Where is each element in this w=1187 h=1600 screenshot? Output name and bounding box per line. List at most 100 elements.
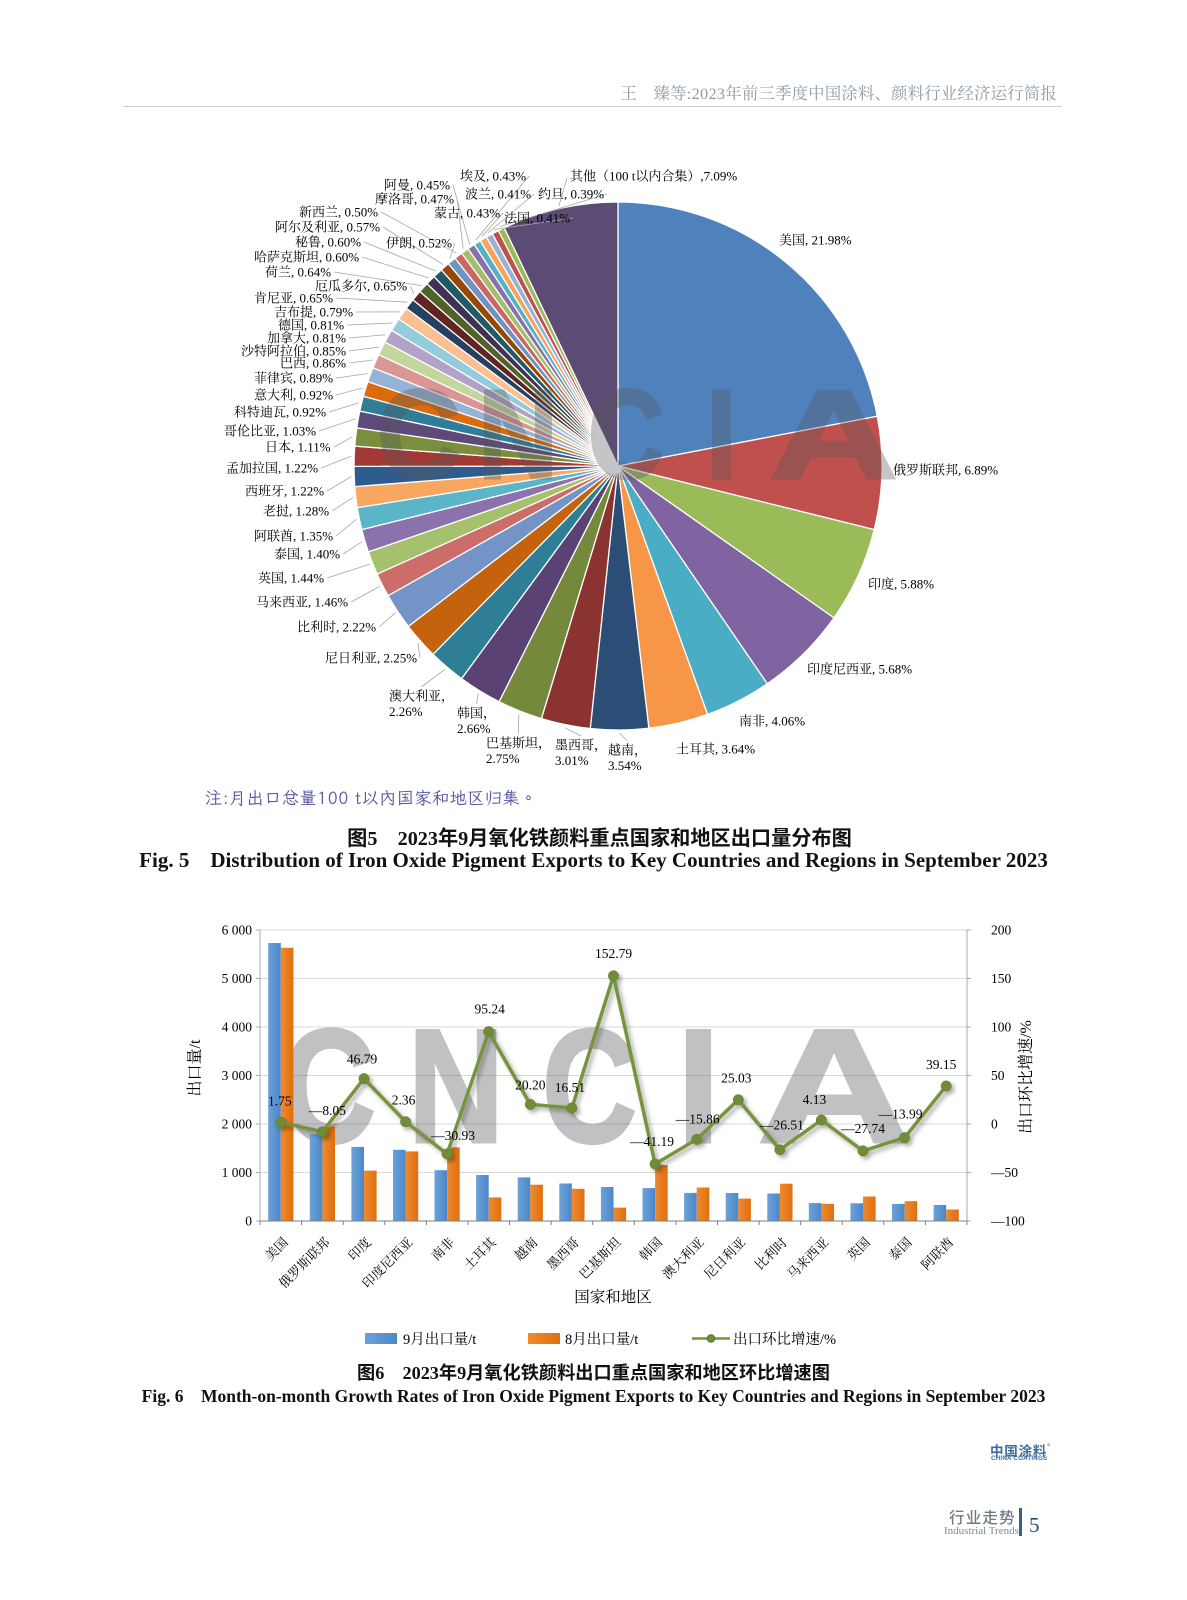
svg-text:德国, 0.81%: 德国, 0.81% <box>278 318 344 333</box>
svg-text:波兰, 0.41%: 波兰, 0.41% <box>465 187 531 202</box>
svg-text:伊朗, 0.52%: 伊朗, 0.52% <box>386 236 452 251</box>
svg-text:1 000: 1 000 <box>222 1165 253 1180</box>
svg-text:孟加拉国, 1.22%: 孟加拉国, 1.22% <box>226 461 318 476</box>
svg-text:厄瓜多尔, 0.65%: 厄瓜多尔, 0.65% <box>315 279 407 294</box>
svg-text:俄罗斯联邦, 6.89%: 俄罗斯联邦, 6.89% <box>893 463 998 478</box>
svg-text:泰国: 泰国 <box>886 1235 915 1264</box>
svg-text:沙特阿拉伯, 0.85%: 沙特阿拉伯, 0.85% <box>241 344 346 359</box>
svg-text:哥伦比亚, 1.03%: 哥伦比亚, 1.03% <box>224 424 316 439</box>
svg-text:摩洛哥, 0.47%: 摩洛哥, 0.47% <box>375 192 454 207</box>
svg-text:土耳其: 土耳其 <box>461 1234 500 1273</box>
svg-text:8月出口量/t: 8月出口量/t <box>565 1331 638 1348</box>
svg-text:I: I <box>677 996 720 1177</box>
svg-text:3 000: 3 000 <box>222 1068 253 1083</box>
svg-text:2.26%: 2.26% <box>389 704 423 719</box>
svg-text:南非: 南非 <box>428 1235 457 1264</box>
svg-text:墨西哥: 墨西哥 <box>544 1235 582 1273</box>
svg-text:科特迪瓦, 0.92%: 科特迪瓦, 0.92% <box>234 405 326 420</box>
svg-text:约旦, 0.39%: 约旦, 0.39% <box>538 187 604 202</box>
svg-text:46.79: 46.79 <box>347 1052 378 1067</box>
svg-text:阿曼, 0.45%: 阿曼, 0.45% <box>384 178 450 193</box>
svg-text:国家和地区: 国家和地区 <box>574 1287 652 1306</box>
svg-text:埃及, 0.43%: 埃及, 0.43% <box>460 169 526 184</box>
svg-text:N: N <box>478 364 558 505</box>
svg-text:印度, 5.88%: 印度, 5.88% <box>868 577 934 592</box>
svg-text:—30.93: —30.93 <box>430 1128 475 1143</box>
svg-text:蒙古, 0.43%: 蒙古, 0.43% <box>434 206 500 221</box>
svg-text:澳大利亚: 澳大利亚 <box>659 1235 706 1282</box>
svg-text:美国, 21.98%: 美国, 21.98% <box>779 233 852 248</box>
svg-text:I: I <box>706 364 737 505</box>
svg-text:巴基斯坦: 巴基斯坦 <box>576 1235 623 1282</box>
svg-text:马来西亚: 马来西亚 <box>784 1235 831 1282</box>
svg-text:比利时: 比利时 <box>752 1235 790 1273</box>
svg-text:2.75%: 2.75% <box>486 751 520 766</box>
svg-text:—27.74: —27.74 <box>840 1121 885 1136</box>
svg-text:南非, 4.06%: 南非, 4.06% <box>739 714 805 729</box>
svg-text:—13.99: —13.99 <box>878 1107 923 1122</box>
svg-text:澳大利亚，: 澳大利亚， <box>389 689 454 705</box>
svg-text:阿联酋: 阿联酋 <box>918 1235 956 1273</box>
svg-text:2.36: 2.36 <box>392 1093 416 1108</box>
svg-text:20.20: 20.20 <box>515 1077 546 1092</box>
svg-text:加拿大, 0.81%: 加拿大, 0.81% <box>267 331 346 346</box>
svg-text:C: C <box>377 364 461 505</box>
svg-text:150: 150 <box>991 971 1012 986</box>
svg-text:土耳其, 3.64%: 土耳其, 3.64% <box>676 742 755 757</box>
svg-text:法国, 0.41%: 法国, 0.41% <box>504 211 570 226</box>
svg-text:9月出口量/t: 9月出口量/t <box>403 1331 476 1348</box>
svg-text:巴基斯坦，: 巴基斯坦， <box>486 736 551 752</box>
svg-text:0: 0 <box>991 1117 998 1132</box>
svg-text:美国: 美国 <box>262 1235 291 1264</box>
svg-text:出口量/t: 出口量/t <box>186 1039 204 1096</box>
svg-text:墨西哥，: 墨西哥， <box>555 738 607 754</box>
svg-text:意大利, 0.92%: 意大利, 0.92% <box>254 388 333 403</box>
svg-text:—50: —50 <box>990 1165 1018 1180</box>
svg-text:老挝, 1.28%: 老挝, 1.28% <box>263 504 329 519</box>
svg-text:—26.51: —26.51 <box>759 1118 804 1133</box>
svg-text:新西兰, 0.50%: 新西兰, 0.50% <box>299 205 378 220</box>
svg-text:152.79: 152.79 <box>595 946 632 961</box>
svg-text:C: C <box>588 364 664 505</box>
svg-text:越南，: 越南， <box>608 743 647 759</box>
svg-text:阿尔及利亚, 0.57%: 阿尔及利亚, 0.57% <box>275 220 380 235</box>
svg-text:3.54%: 3.54% <box>608 758 642 773</box>
svg-text:—8.05: —8.05 <box>308 1103 346 1118</box>
svg-text:马来西亚, 1.46%: 马来西亚, 1.46% <box>256 595 348 610</box>
svg-text:越南: 越南 <box>511 1235 540 1264</box>
svg-text:—15.86: —15.86 <box>675 1111 720 1126</box>
svg-text:5 000: 5 000 <box>222 971 253 986</box>
svg-text:50: 50 <box>991 1068 1005 1083</box>
svg-text:2.66%: 2.66% <box>457 721 491 736</box>
svg-text:英国, 1.44%: 英国, 1.44% <box>258 571 324 586</box>
svg-text:200: 200 <box>991 923 1012 938</box>
svg-text:100: 100 <box>991 1020 1012 1035</box>
svg-text:3.01%: 3.01% <box>555 753 589 768</box>
svg-text:95.24: 95.24 <box>475 1002 506 1017</box>
svg-text:39.15: 39.15 <box>926 1057 957 1072</box>
svg-text:出口环比增速/%: 出口环比增速/% <box>733 1330 836 1348</box>
svg-text:西班牙, 1.22%: 西班牙, 1.22% <box>245 484 324 499</box>
svg-text:2 000: 2 000 <box>222 1117 253 1132</box>
svg-text:出口环比增速/%: 出口环比增速/% <box>1017 1020 1035 1134</box>
svg-text:尼日利亚: 尼日利亚 <box>701 1235 748 1282</box>
svg-text:吉布提, 0.79%: 吉布提, 0.79% <box>274 305 353 320</box>
svg-text:—100: —100 <box>990 1214 1025 1229</box>
svg-text:秘鲁, 0.60%: 秘鲁, 0.60% <box>295 235 361 250</box>
svg-text:0: 0 <box>245 1214 252 1229</box>
svg-text:A: A <box>769 364 898 505</box>
svg-text:印度尼西亚, 5.68%: 印度尼西亚, 5.68% <box>807 662 912 677</box>
svg-text:尼日利亚, 2.25%: 尼日利亚, 2.25% <box>325 651 417 666</box>
svg-text:巴西, 0.86%: 巴西, 0.86% <box>280 356 346 371</box>
svg-text:阿联酋, 1.35%: 阿联酋, 1.35% <box>254 529 333 544</box>
svg-text:韩国: 韩国 <box>636 1235 665 1264</box>
svg-text:16.51: 16.51 <box>555 1080 585 1095</box>
svg-text:6 000: 6 000 <box>222 923 253 938</box>
svg-text:其他（100 t以内合集）,7.09%: 其他（100 t以内合集）,7.09% <box>570 169 737 184</box>
svg-text:25.03: 25.03 <box>721 1071 752 1086</box>
svg-text:C: C <box>542 996 637 1177</box>
svg-text:韩国，: 韩国， <box>457 706 496 722</box>
svg-text:4.13: 4.13 <box>803 1092 827 1107</box>
svg-text:—41.19: —41.19 <box>629 1134 674 1149</box>
svg-text:英国: 英国 <box>844 1235 873 1264</box>
